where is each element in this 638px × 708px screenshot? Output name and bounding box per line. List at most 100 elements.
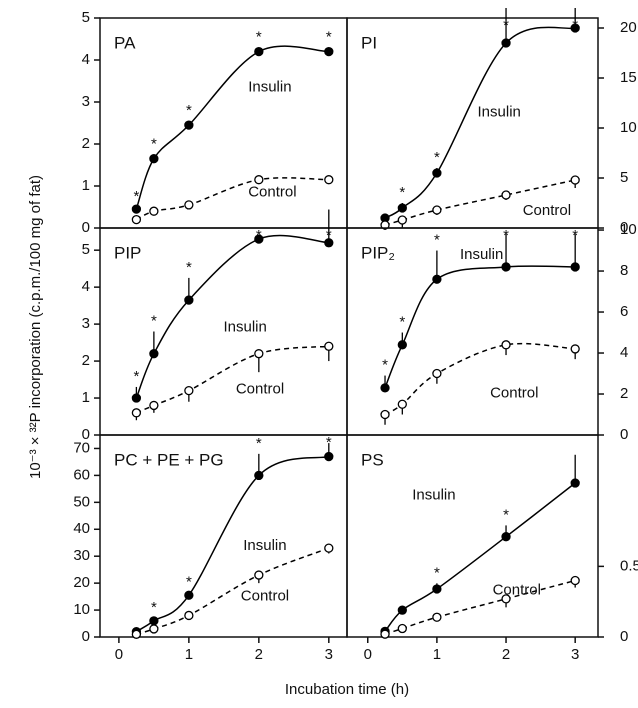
- data-point: [501, 340, 511, 350]
- y-tick-label: 0: [82, 219, 90, 236]
- panel-frame: [346, 17, 599, 229]
- significance-mark: *: [151, 312, 157, 329]
- y-tick-label: 10: [620, 221, 637, 238]
- data-point: [397, 215, 407, 225]
- data-point: [184, 590, 194, 600]
- y-tick-label: 60: [73, 466, 90, 483]
- series-label: Insulin: [478, 103, 521, 120]
- data-point: [131, 204, 142, 214]
- y-tick-label: 5: [620, 169, 628, 186]
- y-tick-label: 2: [82, 135, 90, 152]
- significance-mark: *: [382, 357, 388, 374]
- series-line: [135, 234, 329, 399]
- data-point: [324, 341, 334, 351]
- series-line: [136, 177, 329, 221]
- data-point: [131, 393, 142, 403]
- data-point: [432, 274, 442, 284]
- series-line: [135, 455, 330, 633]
- x-tick-label: 0: [364, 646, 372, 663]
- significance-mark: *: [256, 28, 262, 45]
- data-point: [184, 200, 194, 210]
- panel-title: PI: [361, 33, 377, 52]
- y-tick-label: 4: [82, 278, 90, 295]
- y-tick-label: 4: [620, 344, 628, 361]
- data-point: [254, 470, 264, 481]
- series-line: [135, 45, 329, 210]
- series-label: Control: [490, 385, 538, 402]
- data-point: [432, 584, 442, 594]
- data-point: [380, 383, 390, 393]
- y-tick-label: 0: [82, 628, 90, 645]
- y-tick-label: 40: [73, 520, 90, 537]
- panel-title: PC + PE + PG: [114, 450, 224, 469]
- x-tick-label: 0: [115, 646, 123, 663]
- data-point: [432, 612, 442, 622]
- series-label: Insulin: [243, 537, 286, 554]
- data-point: [131, 214, 142, 225]
- data-point: [380, 629, 390, 639]
- x-axis-label: Incubation time (h): [285, 681, 409, 698]
- y-tick-label: 30: [73, 547, 90, 564]
- data-point: [131, 629, 142, 639]
- series-label: Insulin: [460, 246, 503, 263]
- significance-mark: *: [186, 574, 192, 591]
- panel-title: PA: [114, 33, 136, 52]
- significance-mark: *: [326, 28, 332, 45]
- x-tick-label: 1: [433, 646, 441, 663]
- y-tick-label: 0: [620, 219, 628, 236]
- series-line: [384, 26, 576, 219]
- significance-mark: *: [256, 227, 262, 244]
- data-point: [397, 203, 407, 213]
- series-label: Control: [248, 183, 296, 200]
- data-point: [184, 295, 194, 305]
- y-tick-label: 20: [73, 574, 90, 591]
- significance-mark: *: [503, 227, 509, 244]
- data-point: [324, 451, 334, 462]
- series-label: Control: [493, 582, 541, 599]
- significance-mark: *: [326, 434, 332, 451]
- y-tick-label: 4: [82, 51, 90, 68]
- y-tick-label: 15: [620, 69, 637, 86]
- y-tick-label: 2: [620, 385, 628, 402]
- x-tick-label: 3: [325, 646, 333, 663]
- data-point: [501, 190, 511, 200]
- y-tick-label: 50: [73, 493, 90, 510]
- data-point: [397, 605, 407, 615]
- panel-title: PS: [361, 450, 384, 469]
- panel-title: PIP₂: [361, 243, 395, 262]
- significance-mark: *: [151, 599, 157, 616]
- series-line: [384, 579, 576, 635]
- y-tick-label: 0: [620, 426, 628, 443]
- x-tick-label: 2: [255, 646, 263, 663]
- data-point: [501, 532, 511, 542]
- y-tick-label: 10: [73, 601, 90, 618]
- data-point: [380, 220, 390, 230]
- x-tick-label: 2: [502, 646, 510, 663]
- series-line: [384, 482, 576, 632]
- x-tick-label: 1: [185, 646, 193, 663]
- data-point: [570, 575, 580, 586]
- data-point: [149, 400, 159, 411]
- data-point: [149, 616, 159, 626]
- data-point: [570, 175, 580, 185]
- data-point: [501, 262, 511, 272]
- series-line: [384, 342, 576, 416]
- data-point: [432, 368, 442, 379]
- y-tick-label: 70: [73, 439, 90, 456]
- y-tick-label: 5: [82, 9, 90, 26]
- significance-mark: *: [434, 232, 440, 249]
- data-point: [254, 46, 264, 57]
- data-point: [324, 543, 334, 553]
- data-point: [324, 46, 334, 57]
- data-point: [324, 175, 334, 185]
- significance-mark: *: [186, 259, 192, 276]
- y-tick-label: 6: [620, 303, 628, 320]
- data-point: [570, 23, 580, 33]
- significance-mark: *: [572, 17, 578, 34]
- y-tick-label: 20: [620, 19, 637, 36]
- significance-mark: *: [572, 227, 578, 244]
- significance-mark: *: [151, 135, 157, 152]
- series-line: [384, 265, 576, 389]
- data-point: [149, 349, 159, 359]
- data-point: [501, 594, 511, 604]
